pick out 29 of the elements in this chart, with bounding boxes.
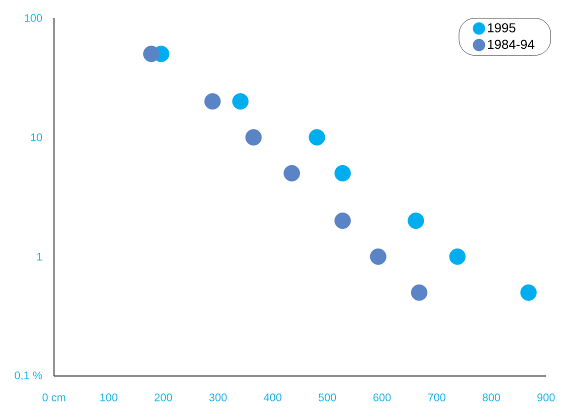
point xyxy=(334,165,351,182)
y-tick-label: 0,1 % xyxy=(14,371,42,381)
x-tick-label: 600 xyxy=(373,394,391,402)
point xyxy=(232,93,249,110)
point xyxy=(520,284,537,301)
point xyxy=(370,248,386,265)
x-tick-label: 300 xyxy=(209,394,227,402)
point xyxy=(408,212,424,229)
y-tick-label: 10 xyxy=(31,133,42,142)
point xyxy=(308,129,326,146)
point xyxy=(449,248,466,265)
point xyxy=(143,46,160,62)
x-tick-label: 800 xyxy=(482,394,500,402)
x-tick-label: 100 xyxy=(100,394,118,402)
x-tick-label: 500 xyxy=(318,394,336,402)
x-tick-label: 200 xyxy=(154,394,172,402)
y-tick-label: 1 xyxy=(37,252,42,260)
point xyxy=(204,93,221,110)
point xyxy=(245,129,262,146)
point xyxy=(334,212,351,229)
x-tick-label: 900 xyxy=(537,394,555,402)
x-tick-label: 0 cm xyxy=(42,394,66,402)
x-tick-label: 400 xyxy=(264,394,282,402)
x-tick-label: 700 xyxy=(428,394,446,402)
legend-label: 1995 xyxy=(488,23,516,32)
y-tick-label: 100 xyxy=(24,14,42,22)
point xyxy=(284,165,300,182)
legend-label: 1984-94 xyxy=(488,40,534,49)
point xyxy=(410,284,428,301)
